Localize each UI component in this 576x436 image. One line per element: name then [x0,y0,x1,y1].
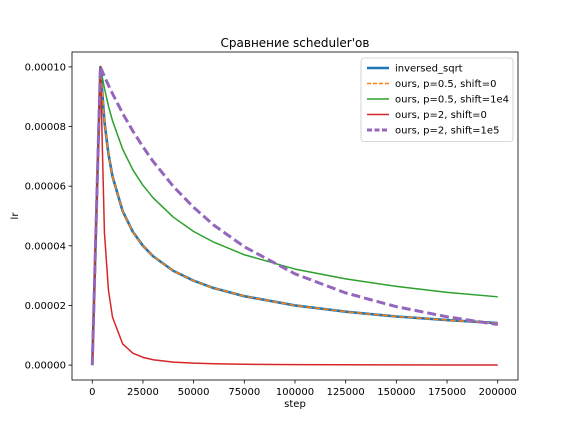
y-tick-label: 0.00002 [25,301,66,312]
legend: inversed_sqrt ours, p=0.5, shift=0 ours, p… [360,57,514,142]
x-tick-label: 0 [89,387,95,398]
x-tick-label: 175000 [428,387,466,398]
series-line [91,66,498,366]
y-tick-label: 0.00006 [25,182,66,193]
legend-label: inversed_sqrt [395,64,463,75]
y-tick-label: 0.00010 [25,62,66,73]
series-layer [90,65,498,366]
x-tick-label: 100000 [276,387,314,398]
x-tick-label: 150000 [377,387,415,398]
legend-box [360,57,514,142]
x-tick-label: 75000 [228,387,260,398]
x-tick-label: 25000 [127,387,159,398]
legend-label: ours, p=0.5, shift=1e4 [395,95,509,106]
x-tick-label: 200000 [479,387,517,398]
series-line [91,66,498,366]
series-line [90,65,498,366]
y-tick-label: 0.00004 [25,241,66,252]
legend-label: ours, p=0.5, shift=0 [395,79,496,90]
y-tick-label: 0.00000 [25,361,66,372]
legend-label: ours, p=2, shift=1e5 [395,126,499,137]
y-tick-label: 0.00008 [25,122,66,133]
series-line [91,66,498,366]
y-axis-ticks: 0.00000 0.00002 0.00004 0.00006 0.00008 0.000… [25,62,72,372]
chart-title: Сравнение scheduler'ов [221,36,370,50]
x-tick-label: 125000 [327,387,365,398]
y-axis-label: lr [10,212,21,220]
x-tick-label: 50000 [178,387,210,398]
x-axis-ticks: 0 25000 50000 75000 100000 125000 150000 175000… [89,380,517,398]
x-axis-label: step [284,399,306,410]
legend-label: ours, p=2, shift=0 [395,110,487,121]
